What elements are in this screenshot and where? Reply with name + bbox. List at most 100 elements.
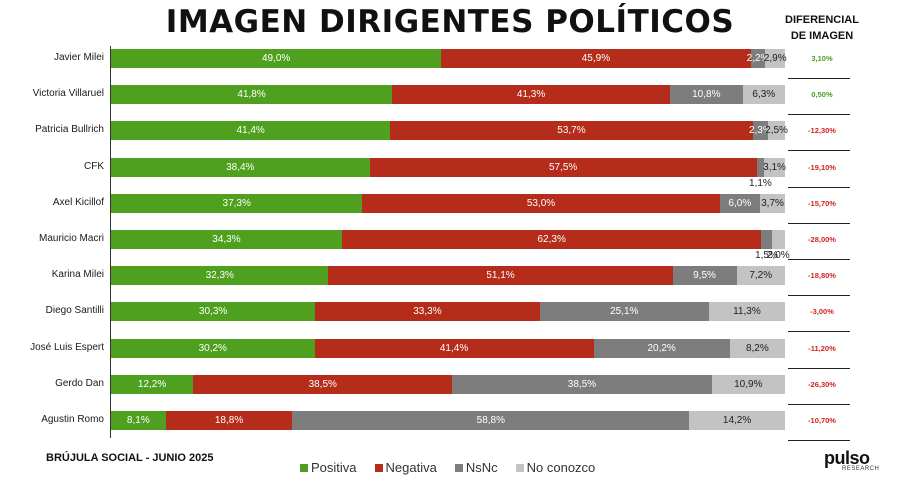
bar-negativa-axel-kicillof: 53,0% [362,193,720,213]
bar-no-conozco-jose-luis-espert: 8,2% [729,338,785,358]
diferencial-value: -11,20% [808,343,836,353]
bar-negativa-mauricio-macri: 62,3% [341,230,762,249]
chart-title: IMAGEN DIRIGENTES POLÍTICOS [165,4,735,40]
bar-positiva-agustin-romo: 8,1% [111,411,166,430]
bar-value-label: 32,3% [205,270,234,282]
row-separator [788,403,850,405]
bar-nsnc-victoria-villaruel: 10,8% [669,85,743,105]
bar-value-label: 38,5% [567,378,597,390]
category-label: CFK [84,160,104,172]
bar-negativa-javier-milei: 45,9% [441,49,751,68]
bar-value-label: 11,3% [733,306,761,318]
bar-no-conozco-axel-kicillof: 3,7% [760,193,785,213]
bar-value-label: 25,1% [610,306,639,318]
logo-text: pulso [824,448,870,468]
bar-value-label: 53,0% [526,197,556,209]
bar-no-conozco-javier-milei: 2,9% [763,49,787,68]
bar-negativa-victoria-villaruel: 41,3% [392,85,670,105]
bar-value-label: 3,1% [763,161,786,173]
row-separator [788,367,850,369]
bar-value-label: 18,8% [214,415,244,426]
category-label: Axel Kicillof [52,196,104,208]
bar-positiva-cfk: 38,4% [111,157,370,177]
bar-nsnc-jose-luis-espert: 20,2% [593,338,730,358]
row-separator [788,114,850,116]
bar-value-label: 1,5% [755,250,778,261]
bar-negativa-karina-milei: 51,1% [328,266,673,286]
category-label: Javier Milei [53,52,104,63]
category-label: José Luis Espert [30,341,104,353]
legend: Positiva Negativa NsNc No conozco [300,460,595,475]
legend-swatch [515,463,524,472]
bar-value-label: 2,9% [763,53,787,64]
bar-value-label: 10,8% [692,89,721,101]
bar-negativa-diego-santilli: 33,3% [315,302,540,322]
bar-nsnc-agustin-romo: 58,8% [292,411,690,430]
bar-value-label: 58,8% [476,415,506,426]
bar-nsnc-javier-milei: 2,2% [747,49,769,68]
bar-value-label: 49,0% [261,53,291,64]
bar-value-label: 2,3% [748,125,772,137]
bar-value-label: 62,3% [537,234,566,245]
bar-value-label: 30,2% [198,342,227,354]
bar-value-label: 3,7% [761,197,784,209]
bar-value-label: 41,4% [236,125,265,137]
category-label: Victoria Villaruel [32,88,104,100]
bar-value-label: 2,0% [766,250,790,261]
axis-line [110,46,111,438]
bar-value-label: 1,1% [749,177,772,189]
row-separator [788,331,850,333]
legend-label: Positiva [311,460,357,475]
bar-value-label: 8,1% [126,415,150,426]
legend-item-nsnc: NsNc [454,460,498,475]
bar-value-label: 12,2% [137,378,167,390]
bar-value-label: 2,5% [765,125,788,137]
bar-nsnc-mauricio-macri: 1,5% [755,230,778,261]
bar-positiva-victoria-villaruel: 41,8% [111,85,393,105]
bar-no-conozco-gerdo-dan: 10,9% [711,374,785,394]
legend-swatch [454,463,463,472]
category-label: Mauricio Macri [38,233,104,244]
legend-item-negativa: Negativa [374,460,437,475]
bar-no-conozco-victoria-villaruel: 6,3% [742,85,785,105]
bar-value-label: 9,5% [693,270,716,282]
category-label: Karina Milei [51,269,104,281]
legend-label: No conozco [526,460,596,475]
diferencial-value: -19,10% [808,162,836,172]
bar-value-label: 51,1% [486,270,515,282]
bar-positiva-javier-milei: 49,0% [111,49,442,68]
row-separator [788,295,850,297]
diferencial-value: -18,80% [808,271,836,281]
bar-value-label: 6,3% [752,89,776,101]
logo-subtext: RESEARCH [842,466,880,472]
bar-no-conozco-agustin-romo: 14,2% [689,411,785,430]
bar-positiva-axel-kicillof: 37,3% [111,193,363,213]
bar-negativa-jose-luis-espert: 41,4% [314,338,594,358]
category-label: Patricia Bullrich [35,124,104,136]
bar-negativa-cfk: 57,5% [369,157,757,177]
bar-value-label: 53,7% [557,125,586,137]
diff-header: DIFERENCIAL DE IMAGEN [785,14,859,42]
row-separator [788,222,850,224]
bar-value-label: 41,3% [516,89,546,101]
bar-value-label: 57,5% [548,161,578,173]
diferencial-value: -28,00% [808,235,836,244]
footer-brand: BRÚJULA SOCIAL - JUNIO 2025 [46,452,214,464]
bar-value-label: 34,3% [212,234,241,245]
category-label: Diego Santilli [45,305,104,317]
bar-value-label: 6,0% [728,197,752,209]
bar-value-label: 45,9% [581,53,611,64]
bar-value-label: 37,3% [222,197,251,209]
category-label: Gerdo Dan [55,377,104,389]
bar-value-label: 20,2% [647,342,676,354]
bar-value-label: 7,2% [749,270,773,282]
legend-item-positiva: Positiva [300,460,357,475]
legend-label: Negativa [385,460,437,475]
legend-label: NsNc [465,460,498,475]
bar-value-label: 2,2% [746,53,770,64]
bar-no-conozco-mauricio-macri: 2,0% [767,230,790,261]
bar-value-label: 38,5% [308,378,337,390]
category-label: Agustin Romo [41,414,104,425]
pulso-logo: pulso RESEARCH [824,448,884,478]
